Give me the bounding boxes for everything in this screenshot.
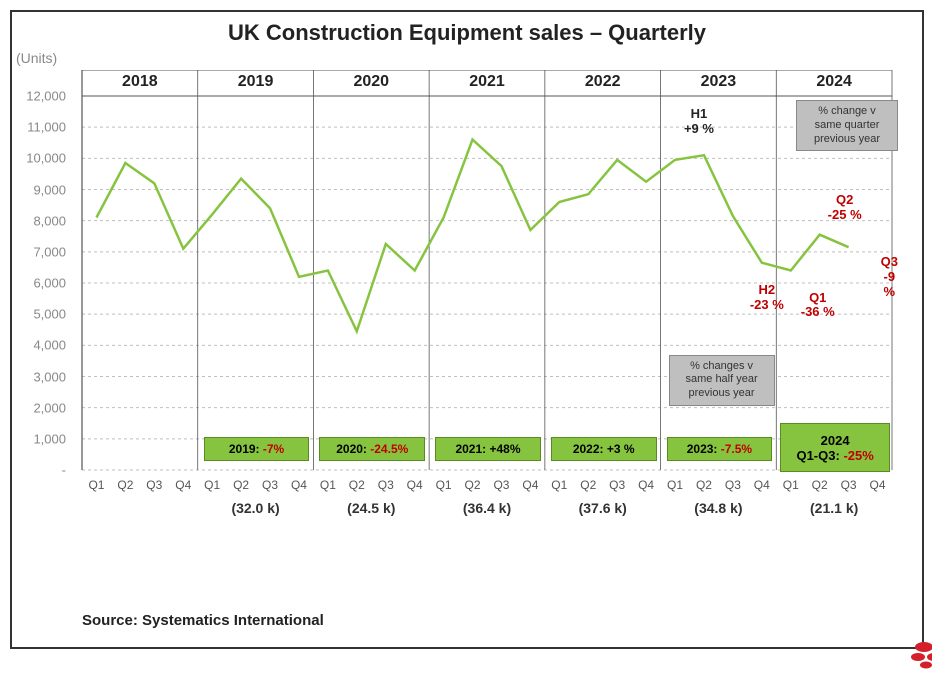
year-header: 2021 — [429, 70, 545, 94]
year-header: 2019 — [198, 70, 314, 94]
year-summary-box: 2023: -7.5% — [667, 437, 773, 461]
x-tick-label: Q2 — [349, 478, 365, 492]
y-tick-label: 4,000 — [33, 338, 66, 353]
year-header: 2024 — [776, 70, 892, 94]
x-tick-label: Q1 — [436, 478, 452, 492]
x-tick-label: Q1 — [551, 478, 567, 492]
x-tick-label: Q4 — [175, 478, 191, 492]
plot-area: -1,0002,0003,0004,0005,0006,0007,0008,00… — [72, 70, 902, 540]
annotation: Q1-36 % — [801, 291, 835, 321]
x-tick-label: Q4 — [638, 478, 654, 492]
year-summary-box: 2020: -24.5% — [319, 437, 425, 461]
x-tick-label: Q3 — [609, 478, 625, 492]
x-tick-label: Q2 — [117, 478, 133, 492]
y-tick-label: 9,000 — [33, 182, 66, 197]
year-total: (37.6 k) — [579, 500, 627, 516]
y-tick-label: 6,000 — [33, 276, 66, 291]
y-tick-label: 7,000 — [33, 244, 66, 259]
x-tick-label: Q3 — [841, 478, 857, 492]
x-tick-label: Q1 — [204, 478, 220, 492]
year-header: 2020 — [313, 70, 429, 94]
y-tick-label: 2,000 — [33, 400, 66, 415]
x-tick-label: Q4 — [407, 478, 423, 492]
y-tick-label: 8,000 — [33, 213, 66, 228]
x-tick-label: Q2 — [580, 478, 596, 492]
y-tick-label: 5,000 — [33, 307, 66, 322]
annotation: Q2-25 % — [828, 193, 862, 223]
year-total: (32.0 k) — [231, 500, 279, 516]
x-tick-label: Q4 — [291, 478, 307, 492]
y-tick-label: 12,000 — [26, 89, 66, 104]
year-total: (24.5 k) — [347, 500, 395, 516]
x-tick-label: Q3 — [493, 478, 509, 492]
x-tick-label: Q3 — [378, 478, 394, 492]
x-tick-label: Q2 — [233, 478, 249, 492]
year-header: 2018 — [82, 70, 198, 94]
x-tick-label: Q2 — [465, 478, 481, 492]
year-total: (34.8 k) — [694, 500, 742, 516]
year-total: (36.4 k) — [463, 500, 511, 516]
y-tick-label: 11,000 — [27, 120, 66, 135]
x-tick-label: Q1 — [783, 478, 799, 492]
y-axis-label: (Units) — [16, 50, 57, 66]
x-tick-label: Q3 — [725, 478, 741, 492]
x-tick-label: Q2 — [812, 478, 828, 492]
year-summary-box: 2019: -7% — [204, 437, 310, 461]
y-tick-label: 1,000 — [33, 431, 66, 446]
annotation: H1+9 % — [684, 107, 714, 137]
year-total: (21.1 k) — [810, 500, 858, 516]
x-tick-label: Q3 — [262, 478, 278, 492]
x-tick-label: Q4 — [754, 478, 770, 492]
annotation: H2-23 % — [750, 283, 784, 313]
year-summary-box: 2022: +3 % — [551, 437, 657, 461]
x-tick-label: Q4 — [522, 478, 538, 492]
sales-line — [97, 140, 849, 332]
y-tick-label: - — [62, 463, 66, 478]
year-summary-box-2024: 2024Q1-Q3: -25% — [780, 423, 890, 472]
y-tick-label: 10,000 — [26, 151, 66, 166]
year-header: 2022 — [545, 70, 661, 94]
chart-title: UK Construction Equipment sales – Quarte… — [12, 12, 922, 50]
legend-box-halfyear: % changes vsame half yearprevious year — [669, 355, 775, 406]
annotation: Q3-9 % — [877, 255, 902, 300]
chart-container: UK Construction Equipment sales – Quarte… — [10, 10, 924, 649]
year-summary-box: 2021: +48% — [435, 437, 541, 461]
year-header: 2023 — [661, 70, 777, 94]
x-tick-label: Q1 — [667, 478, 683, 492]
y-tick-label: 3,000 — [33, 369, 66, 384]
x-tick-label: Q3 — [146, 478, 162, 492]
x-tick-label: Q2 — [696, 478, 712, 492]
legend-box-quarter: % change vsame quarterprevious year — [796, 100, 898, 151]
x-tick-label: Q1 — [88, 478, 104, 492]
x-tick-label: Q4 — [870, 478, 886, 492]
source-text: Source: Systematics International — [82, 612, 324, 629]
x-tick-label: Q1 — [320, 478, 336, 492]
